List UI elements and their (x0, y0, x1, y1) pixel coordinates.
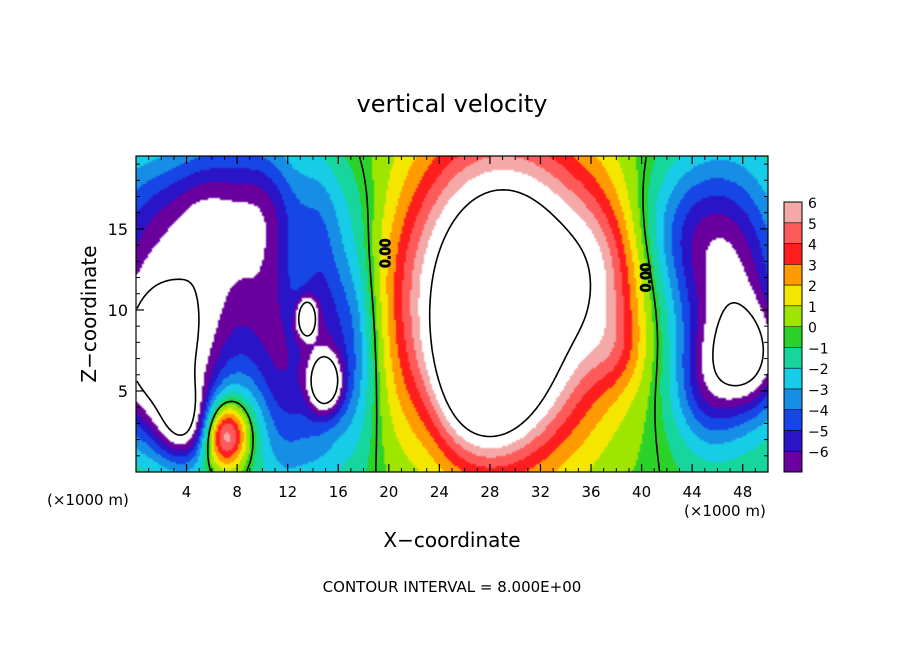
colorbar-label: −2 (808, 362, 829, 378)
colorbar-swatch (784, 347, 802, 369)
contour-negative (136, 278, 765, 436)
colorbar-swatch (784, 451, 802, 473)
x-tick-label: 24 (430, 483, 449, 501)
colorbar-swatch (784, 409, 802, 431)
x-axis-label: X−coordinate (383, 528, 520, 552)
x-tick-label: 12 (278, 483, 297, 501)
colorbar-swatch (784, 326, 802, 348)
x-tick-label: 8 (232, 483, 242, 501)
x-tick-label: 32 (531, 483, 550, 501)
colorbar-swatch (784, 222, 802, 245)
colorbar-swatch (784, 430, 802, 452)
x-unit-left: (×1000 m) (47, 491, 129, 509)
y-axis-label: Z−coordinate (77, 245, 101, 382)
contour-zero (207, 156, 661, 472)
colorbar-swatch (784, 388, 802, 411)
x-tick-label: 4 (182, 483, 192, 501)
x-tick-label: 28 (480, 483, 499, 501)
colorbar-swatch (784, 285, 802, 307)
colorbar-swatch (784, 202, 802, 224)
colorbar: 6 5 4 3 2 1 0 −1 −2 −3 −4 −5 −6 (783, 196, 829, 473)
colorbar-label: −3 (808, 383, 829, 399)
y-tick-label: 15 (108, 220, 128, 239)
x-tick-label: 16 (329, 483, 348, 501)
colorbar-swatch (784, 368, 802, 390)
x-tick-label: 48 (733, 483, 752, 501)
x-tick-label: 36 (581, 483, 600, 501)
contour-label: 0.00 (379, 239, 394, 268)
colorbar-label: 6 (808, 196, 817, 212)
colorbar-label: 5 (808, 217, 817, 233)
footer-contour-interval: CONTOUR INTERVAL = 8.000E+00 (323, 578, 582, 596)
x-tick-label: 44 (683, 483, 702, 501)
x-tick-label: 40 (632, 483, 651, 501)
colorbar-label: 0 (808, 321, 817, 337)
chart-title: vertical velocity (357, 90, 548, 118)
colorbar-label: −6 (808, 445, 829, 461)
contour-label: 0.00 (639, 263, 654, 292)
velocity-field (136, 156, 768, 472)
x-axis: 4 8 12 16 20 24 28 32 36 40 44 48 (148, 156, 756, 501)
colorbar-label: 2 (808, 279, 817, 295)
x-unit-right: (×1000 m) (684, 502, 766, 520)
colorbar-swatch (784, 305, 802, 328)
y-tick-label: 5 (118, 382, 128, 401)
contour-lines: 0.00 0.00 (136, 156, 765, 472)
colorbar-label: −4 (808, 404, 829, 420)
colorbar-swatch (784, 264, 802, 286)
colorbar-frame (783, 201, 803, 473)
y-axis: 5 10 15 (108, 163, 768, 457)
contour-positive (428, 189, 592, 438)
colorbar-label: −5 (808, 424, 829, 440)
colorbar-swatch (784, 243, 802, 265)
colorbar-label: 4 (808, 238, 817, 254)
y-tick-label: 10 (108, 301, 128, 320)
colorbar-label: 3 (808, 258, 817, 274)
colorbar-label: 1 (808, 300, 817, 316)
x-tick-label: 20 (379, 483, 398, 501)
colorbar-label: −1 (808, 341, 829, 357)
